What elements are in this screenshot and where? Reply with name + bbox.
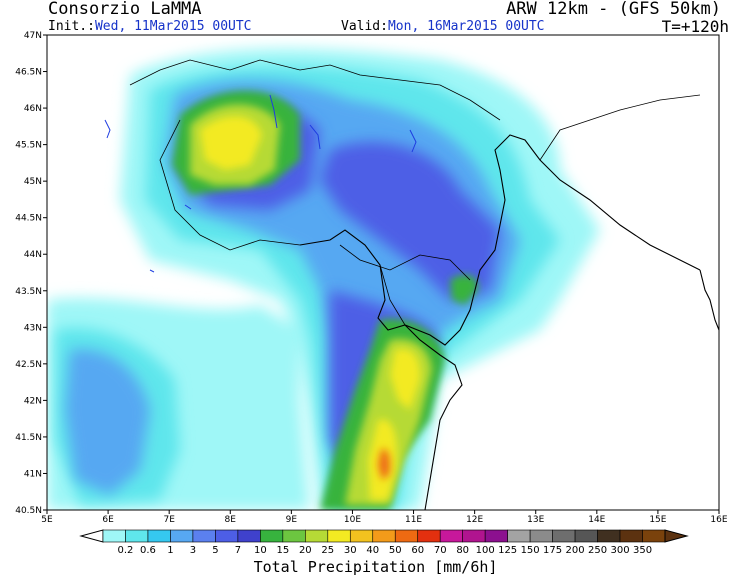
colorbar-swatch bbox=[417, 529, 441, 543]
colorbar-swatch bbox=[552, 529, 576, 543]
colorbar-label: 60 bbox=[411, 545, 424, 556]
colorbar-label: 150 bbox=[521, 545, 540, 556]
lon-tick-label: 11E bbox=[405, 515, 422, 525]
colorbar-swatch bbox=[170, 529, 194, 543]
lon-tick-label: 6E bbox=[102, 515, 114, 525]
colorbar-label: 20 bbox=[299, 545, 312, 556]
coastlines bbox=[299, 134, 719, 510]
colorbar-label: 80 bbox=[456, 545, 469, 556]
valid-value: Mon, 16Mar2015 00UTC bbox=[387, 19, 545, 34]
lat-tick-label: 42.5N bbox=[15, 360, 42, 370]
colorbar-low-arrow bbox=[79, 529, 104, 543]
colorbar-swatch bbox=[372, 529, 396, 543]
precip-colorbar: 0.2 0.6 1 3 5 7 10 15 20 25 30 40 50 60 70 80 100 125 150 1… bbox=[79, 529, 689, 556]
colorbar-label: 25 bbox=[321, 545, 334, 556]
colorbar-swatch bbox=[484, 529, 508, 543]
lat-tick-label: 46.5N bbox=[15, 68, 42, 78]
lon-tick-label: 10E bbox=[344, 515, 361, 525]
lat-tick-label: 41N bbox=[24, 469, 42, 479]
lat-tick-label: 43N bbox=[24, 323, 42, 333]
colorbar-label: 1 bbox=[167, 545, 173, 556]
colorbar-swatch bbox=[507, 529, 531, 543]
colorbar-swatch bbox=[215, 529, 239, 543]
lat-tick-label: 43.5N bbox=[15, 287, 42, 297]
forecast-step: T=+120h bbox=[661, 17, 729, 36]
colorbar-swatch bbox=[260, 529, 284, 543]
init-time: Init.:Wed, 11Mar2015 00UTC bbox=[48, 19, 252, 34]
colorbar-label: 15 bbox=[276, 545, 289, 556]
colorbar-label: 70 bbox=[434, 545, 447, 556]
colorbar-swatch bbox=[192, 529, 216, 543]
colorbar-label: 100 bbox=[476, 545, 495, 556]
colorbar-swatch bbox=[327, 529, 351, 543]
colorbar-label: 50 bbox=[389, 545, 402, 556]
colorbar-swatch bbox=[349, 529, 374, 543]
model-title: ARW 12km - (GFS 50km) bbox=[506, 0, 721, 19]
init-label: Init.: bbox=[48, 19, 95, 34]
colorbar-label: 200 bbox=[566, 545, 585, 556]
lat-tick-label: 47N bbox=[24, 31, 42, 41]
lakes bbox=[104, 94, 417, 273]
colorbar-swatch bbox=[574, 529, 598, 543]
colorbar-swatch bbox=[305, 529, 329, 543]
lon-tick-label: 16E bbox=[710, 515, 727, 525]
valid-time: Valid:Mon, 16Mar2015 00UTC bbox=[341, 19, 545, 34]
latitude-labels: 40.5N 41N 41.5N 42N 42.5N 43N 43.5N 44N 44.5N 45N… bbox=[15, 31, 47, 516]
lat-tick-label: 41.5N bbox=[15, 433, 42, 443]
colorbar-swatch bbox=[529, 529, 553, 543]
lon-tick-label: 5E bbox=[41, 515, 53, 525]
colorbar-swatch bbox=[282, 529, 306, 543]
map-header: Consorzio LaMMA ARW 12km - (GFS 50km) In… bbox=[0, 0, 751, 36]
colorbar-label: 3 bbox=[190, 545, 196, 556]
colorbar-swatch bbox=[102, 529, 126, 543]
lon-tick-label: 12E bbox=[466, 515, 483, 525]
colorbar-label: 175 bbox=[543, 545, 562, 556]
precip-layer-orange bbox=[378, 449, 391, 480]
lon-tick-label: 13E bbox=[527, 515, 544, 525]
lat-tick-label: 45.5N bbox=[15, 141, 42, 151]
colorbar-label: 40 bbox=[366, 545, 379, 556]
longitude-labels: 5E 6E 7E 8E 9E 10E 11E 12E 13E 14E 15E 16E bbox=[41, 510, 728, 525]
valid-label: Valid: bbox=[341, 19, 388, 34]
legend-title: Total Precipitation [mm/6h] bbox=[253, 558, 498, 576]
lon-tick-label: 14E bbox=[588, 515, 605, 525]
colorbar-swatch bbox=[597, 529, 621, 543]
lat-tick-label: 44N bbox=[24, 250, 42, 260]
colorbar-swatch bbox=[125, 529, 149, 543]
colorbar-label: 250 bbox=[588, 545, 607, 556]
colorbar-swatch bbox=[462, 529, 486, 543]
colorbar-label: 0.2 bbox=[118, 545, 134, 556]
colorbar-swatch bbox=[642, 529, 666, 543]
colorbar-label: 7 bbox=[235, 545, 241, 556]
lat-tick-label: 40.5N bbox=[15, 506, 42, 516]
colorbar-label: 350 bbox=[633, 545, 652, 556]
lon-tick-label: 7E bbox=[163, 515, 175, 525]
lat-tick-label: 42N bbox=[24, 396, 42, 406]
colorbar-swatch bbox=[147, 529, 171, 543]
colorbar-label: 30 bbox=[344, 545, 357, 556]
lon-tick-label: 15E bbox=[649, 515, 666, 525]
lat-tick-label: 45N bbox=[24, 177, 42, 187]
producer-title: Consorzio LaMMA bbox=[48, 0, 202, 19]
colorbar-label: 125 bbox=[498, 545, 517, 556]
lon-tick-label: 9E bbox=[286, 515, 298, 525]
colorbar-high-arrow bbox=[664, 529, 689, 543]
map-plot-area bbox=[47, 35, 719, 510]
country-borders bbox=[129, 59, 701, 326]
colorbar-label: 5 bbox=[212, 545, 218, 556]
colorbar-swatch bbox=[439, 529, 463, 543]
init-value: Wed, 11Mar2015 00UTC bbox=[94, 19, 252, 34]
map-frame bbox=[46, 34, 720, 511]
colorbar-label: 0.6 bbox=[140, 545, 156, 556]
lat-tick-label: 46N bbox=[24, 104, 42, 114]
colorbar-label: 300 bbox=[610, 545, 629, 556]
colorbar-swatch bbox=[394, 529, 419, 543]
lat-tick-label: 44.5N bbox=[15, 214, 42, 224]
lon-tick-label: 8E bbox=[225, 515, 237, 525]
colorbar-label: 10 bbox=[254, 545, 267, 556]
colorbar-swatch bbox=[237, 529, 261, 543]
colorbar-swatch bbox=[619, 529, 643, 543]
